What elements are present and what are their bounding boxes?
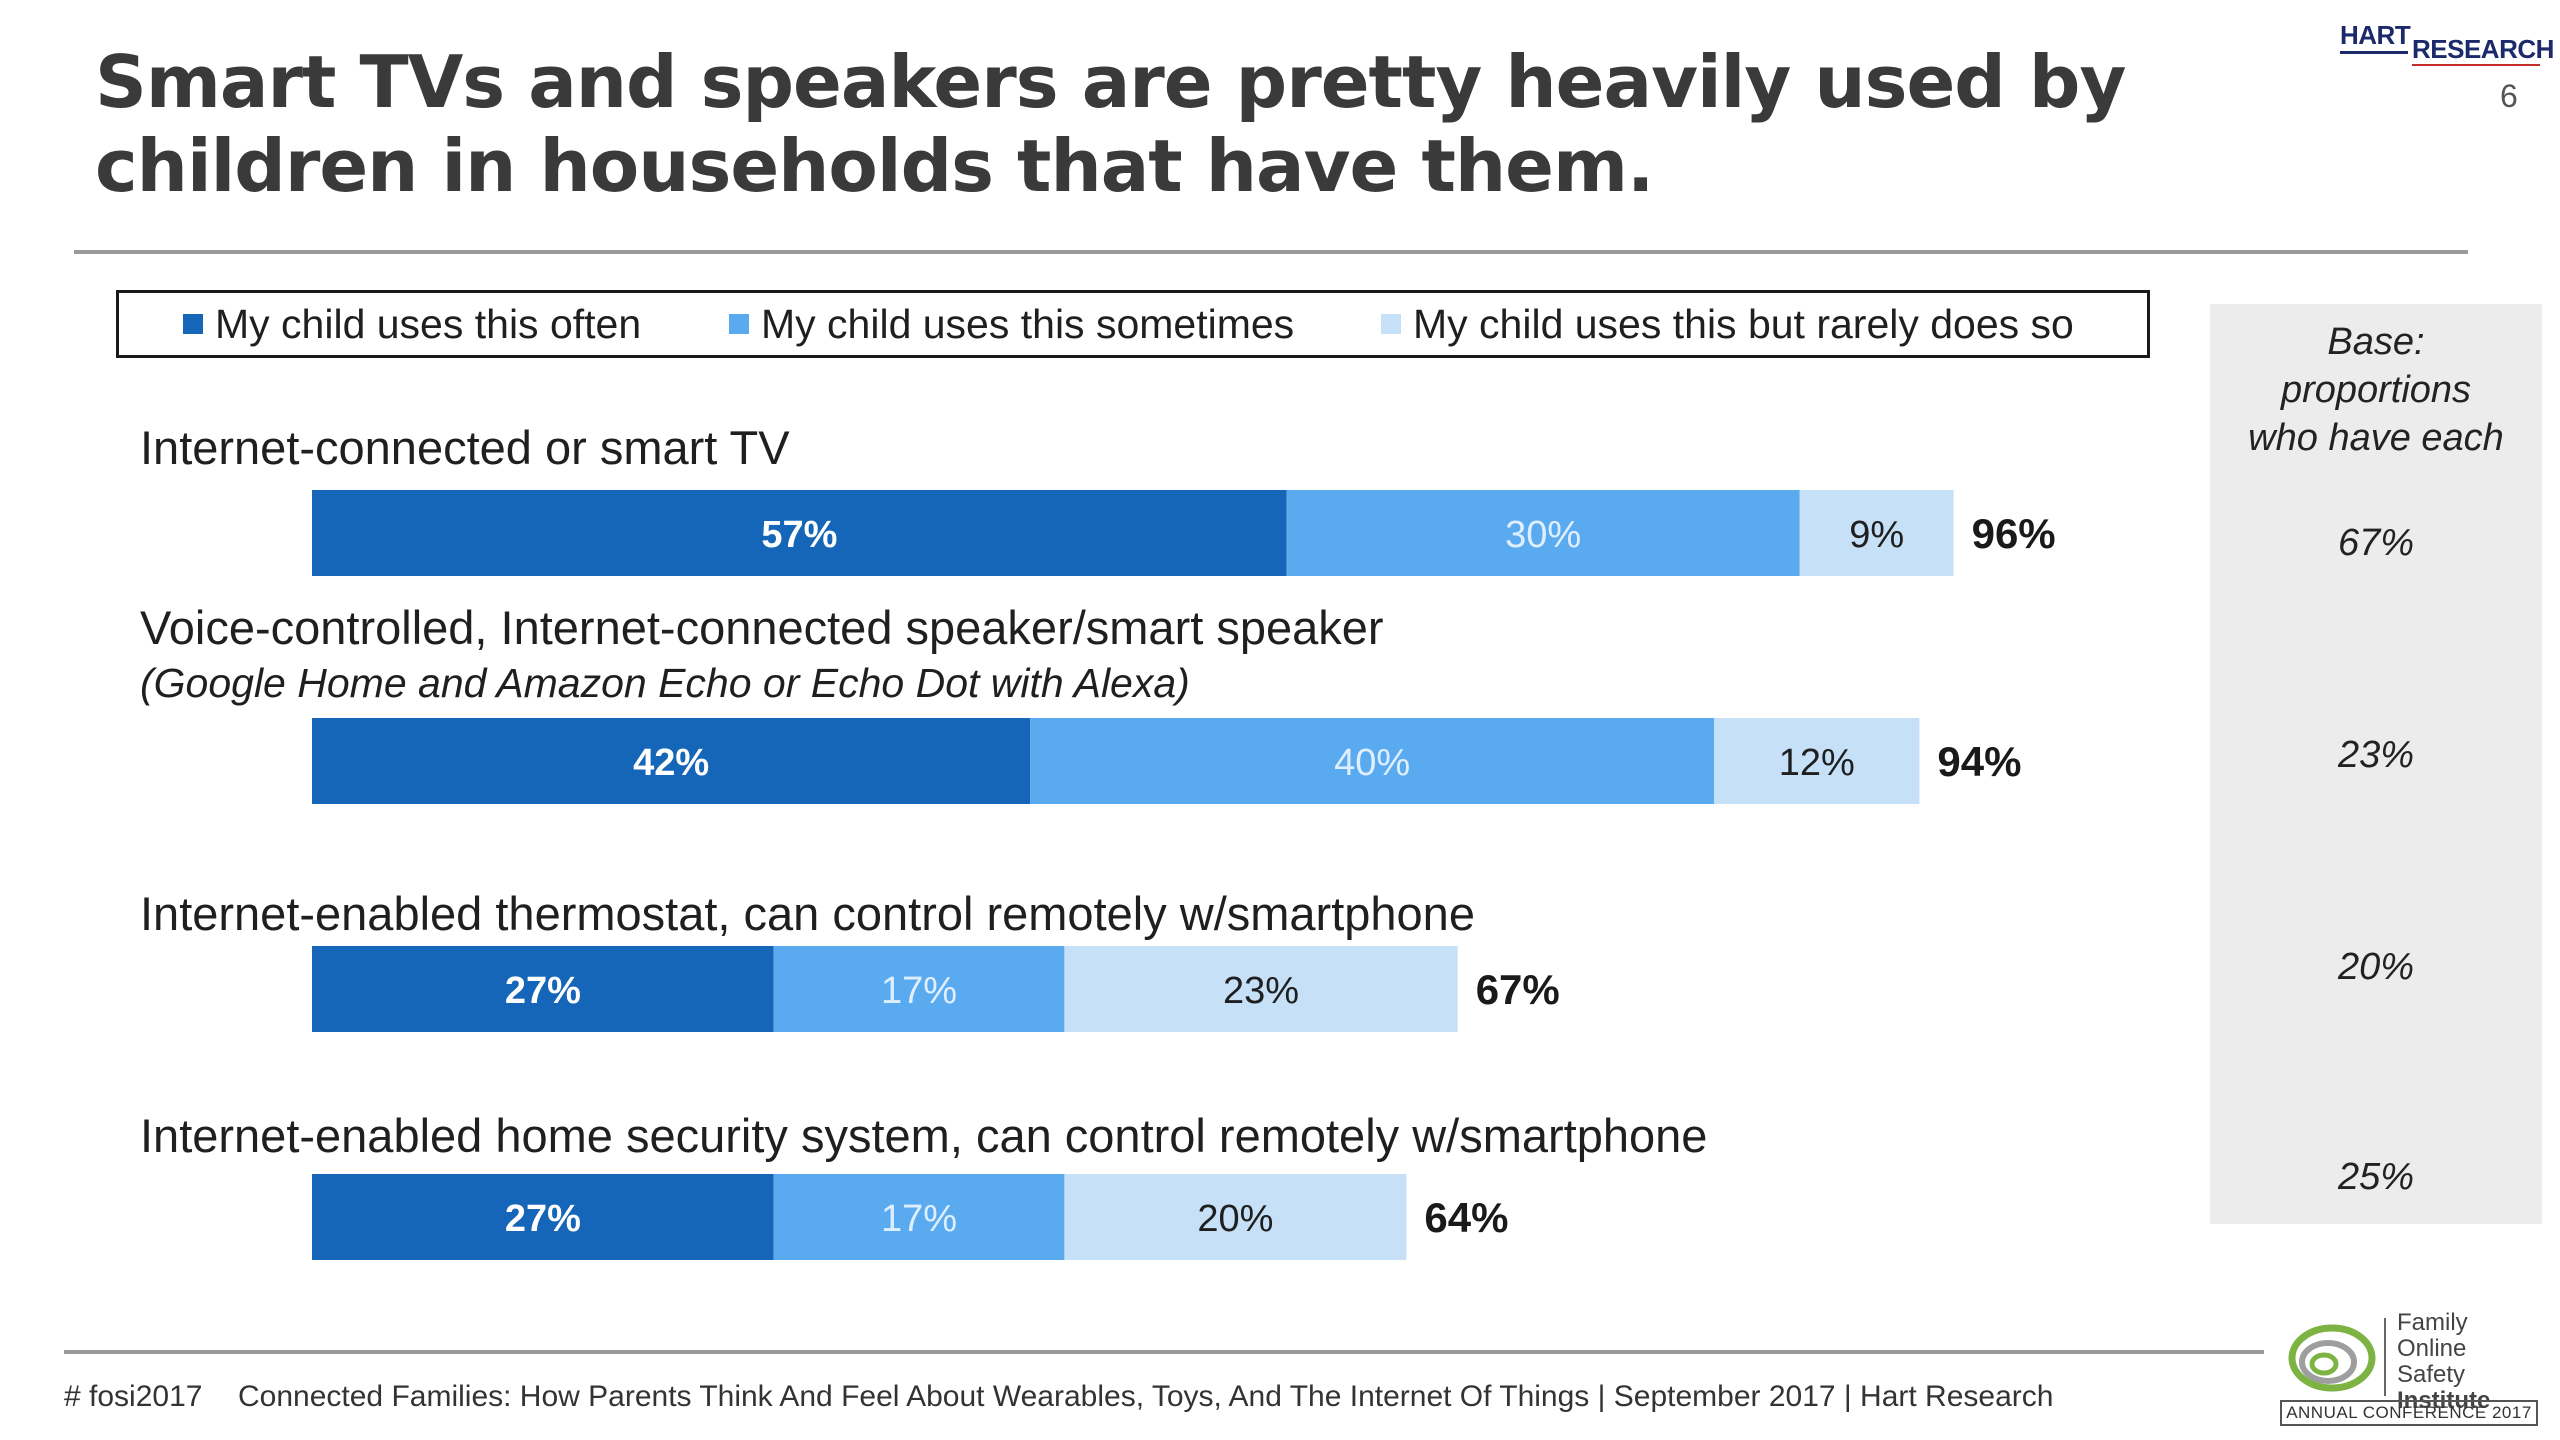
page-title: Smart TVs and speakers are pretty heavil… (95, 40, 2126, 208)
fosi-name: Family Online Safety Institute (2397, 1310, 2540, 1414)
legend-label-often: My child uses this often (215, 300, 642, 347)
bar-label-smart-tv-rarely: 9% (1849, 514, 1904, 556)
total-label-thermostat: 67% (1476, 966, 1560, 1013)
category-label-thermostat: Internet-enabled thermostat, can control… (140, 887, 1475, 940)
hart-research-logo: HART RESEARCH (2340, 20, 2554, 70)
legend-swatch-often (183, 314, 203, 334)
legend-label-rarely: My child uses this but rarely does so (1413, 300, 2074, 347)
logo-text-research: RESEARCH (2412, 34, 2554, 64)
footer-divider (64, 1350, 2264, 1354)
base-value-home-security: 25% (2337, 1156, 2415, 1198)
total-label-home-security: 64% (1424, 1194, 1508, 1241)
legend-swatch-rarely (1381, 314, 1401, 334)
fosi-conference-badge: ANNUAL CONFERENCE 2017 (2280, 1400, 2538, 1426)
bar-home-security-often (312, 1174, 774, 1260)
fosi-name-line-1: Family (2397, 1309, 2468, 1336)
base-heading: Base: proportions who have each (2210, 318, 2542, 462)
bar-label-smart-speaker-often: 42% (633, 742, 709, 784)
title-divider (74, 250, 2468, 254)
logo-underline-red (2412, 64, 2540, 66)
footer-citation: Connected Families: How Parents Think An… (238, 1380, 2054, 1413)
bar-label-thermostat-often: 27% (505, 970, 581, 1012)
fosi-logo: Family Online Safety Institute ANNUAL CO… (2280, 1310, 2540, 1428)
bar-label-smart-tv-often: 57% (761, 514, 837, 556)
legend-item-often: My child uses this often (183, 293, 641, 355)
bar-smart-speaker-rarely (1714, 718, 1920, 804)
bar-label-smart-tv-sometimes: 30% (1505, 514, 1581, 556)
bar-smart-speaker-often (312, 718, 1031, 804)
category-label-smart-speaker: Voice-controlled, Internet-connected spe… (140, 601, 1384, 654)
total-label-smart-speaker: 94% (1937, 738, 2021, 785)
bar-home-security-sometimes (773, 1174, 1065, 1260)
base-heading-line-3: who have each (2248, 417, 2504, 459)
fosi-swirl-icon (2288, 1324, 2376, 1392)
bar-smart-speaker-sometimes (1030, 718, 1715, 804)
bar-label-smart-speaker-sometimes: 40% (1334, 742, 1410, 784)
bar-smart-tv-often (312, 490, 1287, 576)
footer-hashtag: # fosi2017 (64, 1380, 203, 1413)
category-label-home-security: Internet-enabled home security system, c… (140, 1109, 1708, 1162)
legend-item-rarely: My child uses this but rarely does so (1381, 293, 2074, 355)
bar-smart-tv-rarely (1799, 490, 1954, 576)
bar-label-home-security-rarely: 20% (1197, 1198, 1273, 1240)
legend-item-sometimes: My child uses this sometimes (729, 293, 1294, 355)
bar-smart-tv-sometimes (1286, 490, 1800, 576)
legend-swatch-sometimes (729, 314, 749, 334)
total-label-smart-tv: 96% (1972, 510, 2056, 557)
bar-label-thermostat-sometimes: 17% (881, 970, 957, 1012)
fosi-divider (2384, 1318, 2386, 1396)
base-value-smart-tv: 67% (2337, 522, 2415, 564)
base-value-smart-speaker: 23% (2337, 734, 2415, 776)
legend-label-sometimes: My child uses this sometimes (761, 300, 1295, 347)
chart-legend: My child uses this often My child uses t… (116, 290, 2150, 358)
bar-home-security-rarely (1064, 1174, 1407, 1260)
bar-thermostat-rarely (1064, 946, 1458, 1032)
bar-label-home-security-sometimes: 17% (881, 1198, 957, 1240)
bar-label-smart-speaker-rarely: 12% (1779, 742, 1855, 784)
base-heading-line-1: Base: (2327, 321, 2425, 363)
base-heading-line-2: proportions (2280, 369, 2472, 411)
fosi-name-line-2: Online Safety (2397, 1335, 2467, 1388)
base-value-thermostat: 20% (2337, 946, 2415, 988)
logo-text-hart: HART (2340, 20, 2411, 50)
bar-label-thermostat-rarely: 23% (1223, 970, 1299, 1012)
page-number: 6 (2500, 78, 2518, 114)
category-sublabel-smart-speaker: (Google Home and Amazon Echo or Echo Dot… (140, 660, 1190, 706)
bar-thermostat-sometimes (773, 946, 1065, 1032)
logo-underline-blue (2340, 51, 2408, 54)
bar-label-home-security-often: 27% (505, 1198, 581, 1240)
bar-thermostat-often (312, 946, 774, 1032)
stacked-bar-chart: 57% 30% 9% 96% 42% 40% 12% 94% 27% 17% 23% 67% 27% 17… (312, 490, 2056, 1260)
base-panel: Base: proportions who have each 67% 23% … (2210, 304, 2542, 1224)
category-label-smart-tv: Internet-connected or smart TV (140, 421, 790, 474)
